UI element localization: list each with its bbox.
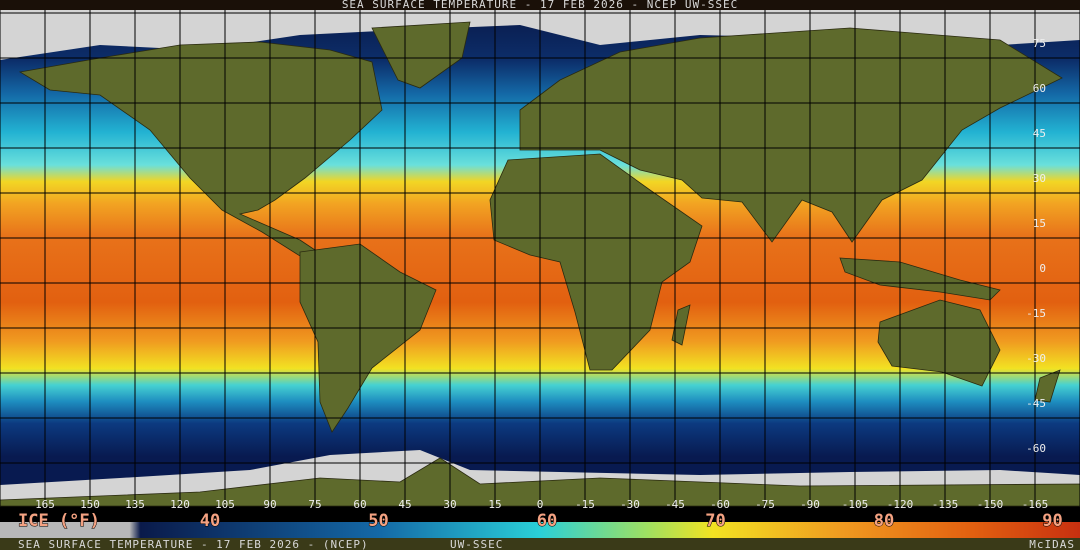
scale-label: 70 (705, 511, 725, 531)
graticule (0, 10, 1080, 506)
latitude-label: 30 (1033, 172, 1046, 185)
latitude-label: 60 (1033, 82, 1046, 95)
longitude-label: 75 (308, 498, 321, 511)
scale-label: 60 (537, 511, 557, 531)
longitude-label: 30 (443, 498, 456, 511)
longitude-label: 135 (125, 498, 145, 511)
longitude-label: 150 (80, 498, 100, 511)
longitude-label: 120 (170, 498, 190, 511)
longitude-label: -90 (800, 498, 820, 511)
longitude-label: 15 (488, 498, 501, 511)
longitude-label: 0 (537, 498, 544, 511)
longitude-label: -75 (755, 498, 775, 511)
longitude-label: -30 (620, 498, 640, 511)
scale-label: 80 (874, 511, 894, 531)
longitude-label: 165 (35, 498, 55, 511)
longitude-label: -135 (932, 498, 959, 511)
longitude-label: -105 (842, 498, 869, 511)
header-title: SEA SURFACE TEMPERATURE - 17 FEB 2026 - … (342, 0, 738, 11)
header-bar (0, 0, 1080, 10)
scale-label: 40 (200, 511, 220, 531)
longitude-label: 45 (398, 498, 411, 511)
latitude-label: -45 (1026, 397, 1046, 410)
longitude-label: -165 (1022, 498, 1049, 511)
longitude-label: -15 (575, 498, 595, 511)
longitude-label: -150 (977, 498, 1004, 511)
latitude-label: -30 (1026, 352, 1046, 365)
ice-label: ICE (°F) (18, 511, 100, 531)
scale-label: 50 (368, 511, 388, 531)
longitude-label: -120 (887, 498, 914, 511)
latitude-label: 0 (1039, 262, 1046, 275)
footer-left: SEA SURFACE TEMPERATURE - 17 FEB 2026 - … (18, 538, 369, 550)
latitude-label: 75 (1033, 37, 1046, 50)
latitude-label: 45 (1033, 127, 1046, 140)
footer-bar (0, 538, 1080, 550)
latitude-label: -60 (1026, 442, 1046, 455)
color-scale (0, 522, 1080, 538)
longitude-label: 60 (353, 498, 366, 511)
longitude-label: 90 (263, 498, 276, 511)
footer-center: UW-SSEC (450, 538, 503, 550)
longitude-label: 105 (215, 498, 235, 511)
latitude-label: -15 (1026, 307, 1046, 320)
scale-label: 90 (1042, 511, 1062, 531)
longitude-label: -60 (710, 498, 730, 511)
longitude-label: -45 (665, 498, 685, 511)
footer-right: McIDAS (1029, 538, 1075, 550)
latitude-label: 15 (1033, 217, 1046, 230)
